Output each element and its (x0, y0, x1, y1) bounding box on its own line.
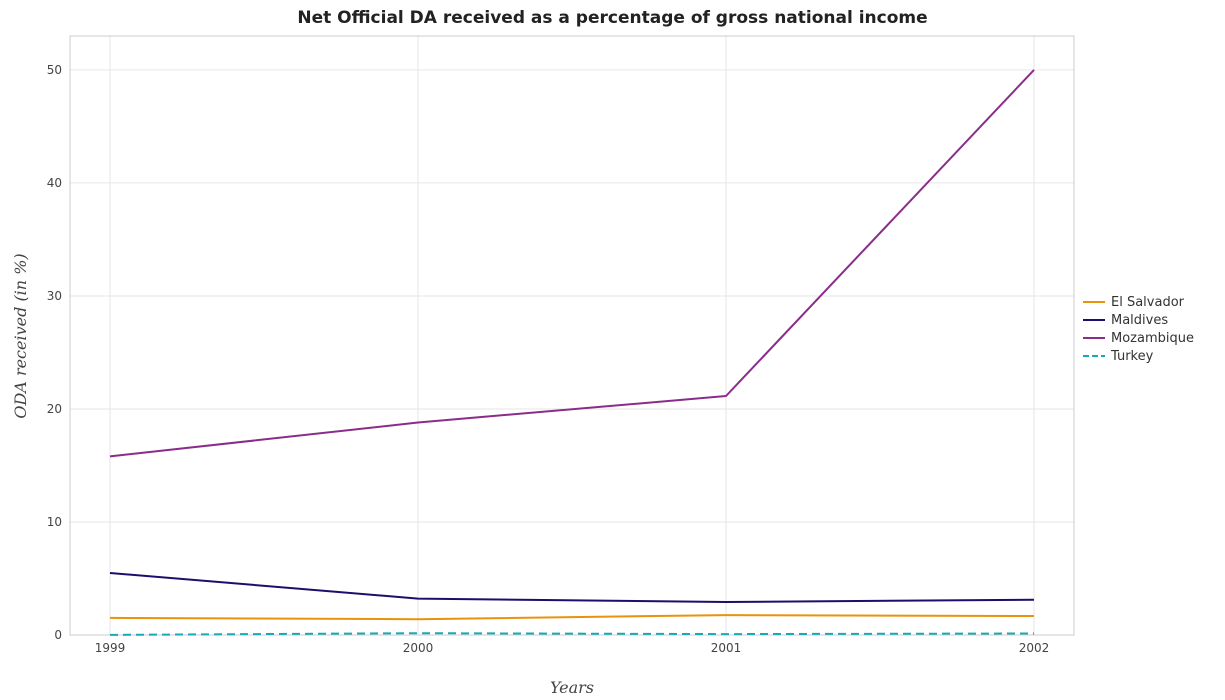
series-line-turkey (109, 632, 1035, 636)
x-axis-ticks: 1999 2000 2001 2002 (95, 641, 1050, 655)
y-tick-label: 40 (47, 176, 62, 190)
legend: El Salvador Maldives Mozambique Turkey (1083, 295, 1194, 364)
series-line-el-salvador (109, 614, 1035, 621)
series-lines (109, 69, 1035, 636)
x-tick-label: 2000 (403, 641, 434, 655)
y-axis-ticks: 0 10 20 30 40 50 (47, 63, 62, 642)
y-tick-label: 0 (54, 628, 62, 642)
legend-label: Maldives (1111, 313, 1168, 328)
y-tick-label: 50 (47, 63, 62, 77)
y-axis-label: ODA received (in %) (11, 253, 30, 418)
legend-label: Turkey (1110, 349, 1154, 364)
y-tick-label: 10 (47, 515, 62, 529)
y-tick-label: 30 (47, 289, 62, 303)
chart-title: Net Official DA received as a percentage… (297, 8, 928, 28)
series-line-mozambique (109, 69, 1035, 458)
plot-frame (69, 35, 1075, 636)
x-tick-label: 2001 (711, 641, 742, 655)
grid (70, 36, 1074, 636)
x-axis-label: Years (550, 678, 594, 697)
legend-label: El Salvador (1111, 295, 1185, 310)
y-tick-label: 20 (47, 402, 62, 416)
legend-label: Mozambique (1111, 331, 1194, 346)
x-tick-label: 2002 (1019, 641, 1050, 655)
series-line-maldives (109, 572, 1035, 603)
x-tick-label: 1999 (95, 641, 126, 655)
